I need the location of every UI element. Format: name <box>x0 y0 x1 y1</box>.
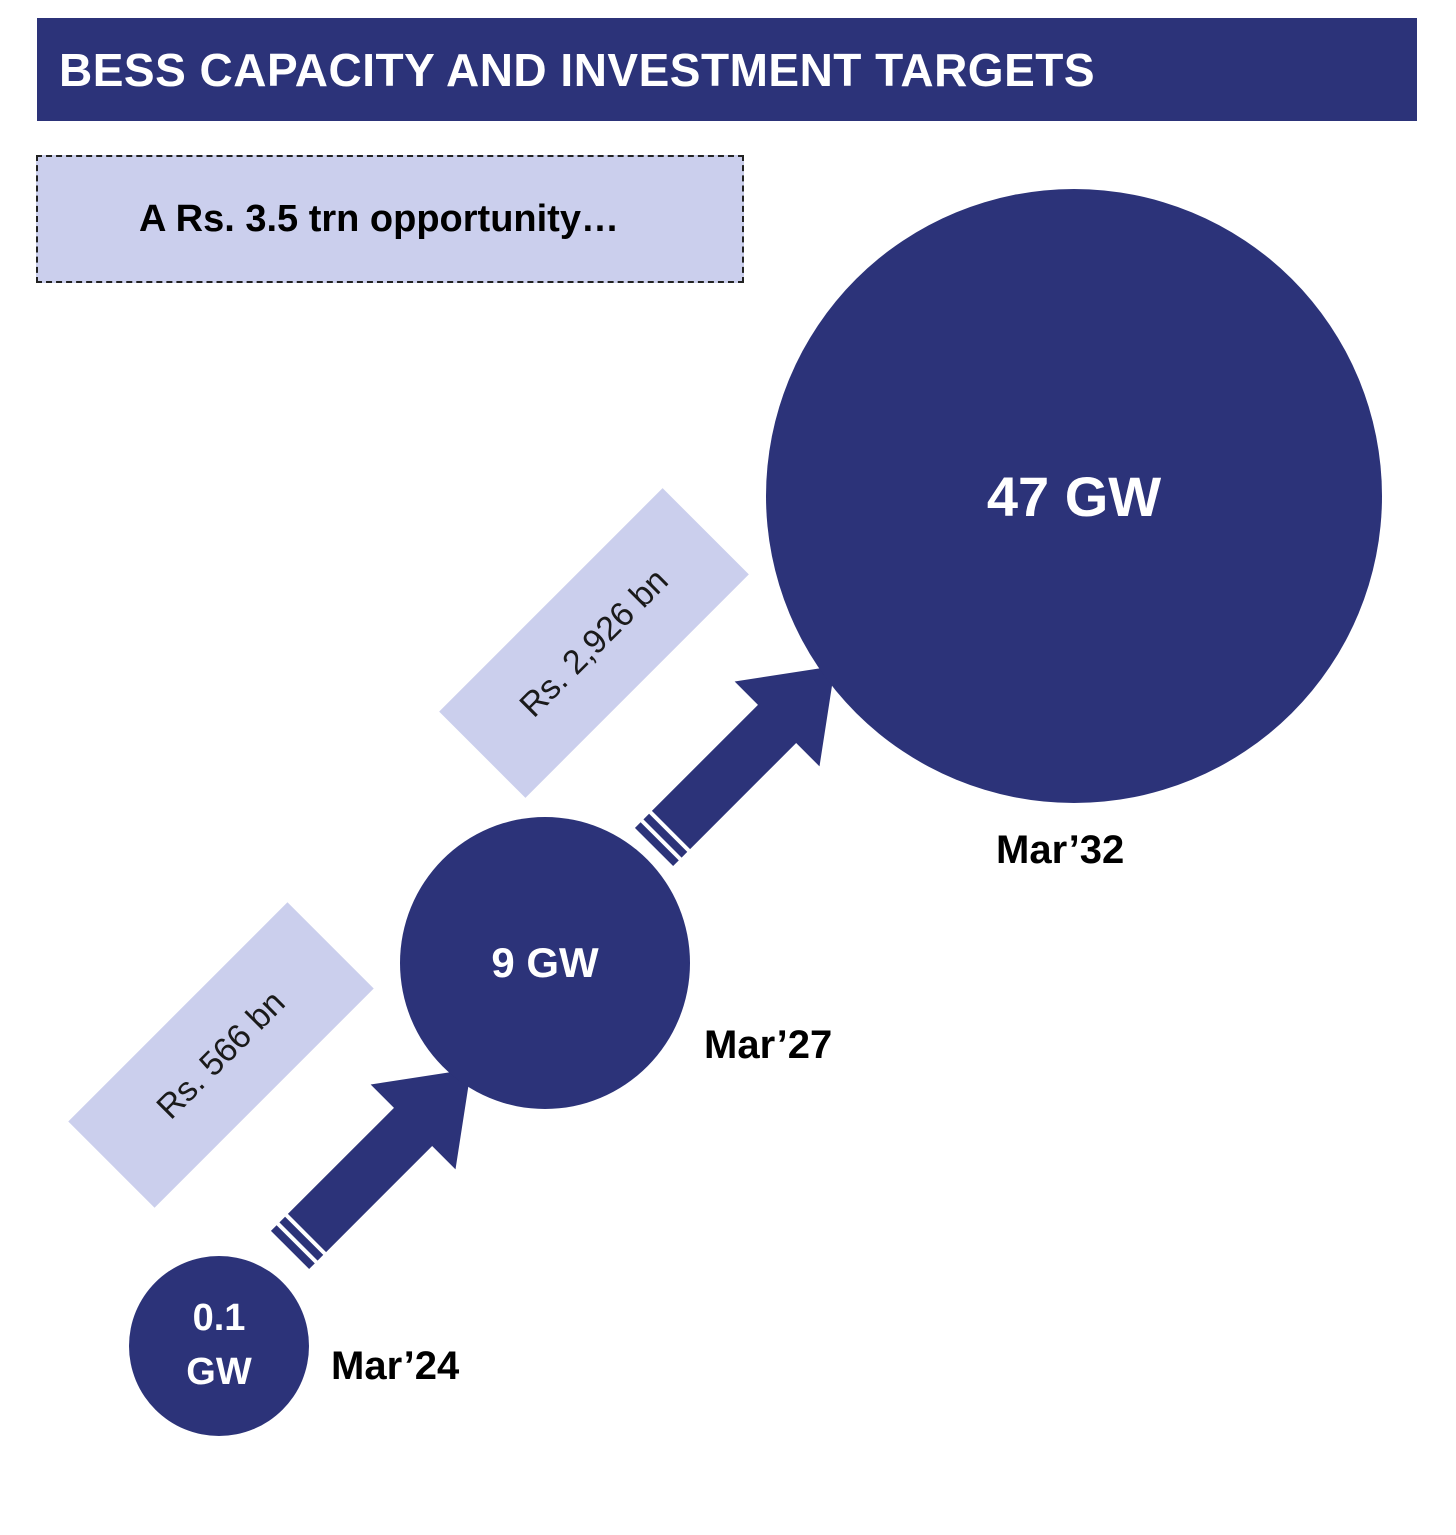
subtitle-text: A Rs. 3.5 trn opportunity… <box>139 197 619 240</box>
date-label-mar24: Mar’24 <box>331 1344 460 1388</box>
title-banner: BESS CAPACITY AND INVESTMENT TARGETS <box>37 18 1417 121</box>
capacity-label: 9 GW <box>491 939 599 986</box>
page-title: BESS CAPACITY AND INVESTMENT TARGETS <box>59 43 1096 96</box>
capacity-circle-mar27: 9 GW <box>400 817 690 1109</box>
subtitle-callout: A Rs. 3.5 trn opportunity… <box>36 155 744 283</box>
capacity-circle-mar32: 47 GW <box>766 189 1382 803</box>
capacity-circle-mar24: 0.1 GW <box>129 1256 309 1436</box>
capacity-label: 47 GW <box>986 464 1162 528</box>
capacity-label: 0.1 GW <box>186 1297 252 1393</box>
date-label-mar27: Mar’27 <box>704 1023 833 1067</box>
date-label-mar32: Mar’32 <box>996 828 1125 872</box>
arrow-2 <box>634 665 836 867</box>
arrow-1 <box>270 1068 472 1270</box>
